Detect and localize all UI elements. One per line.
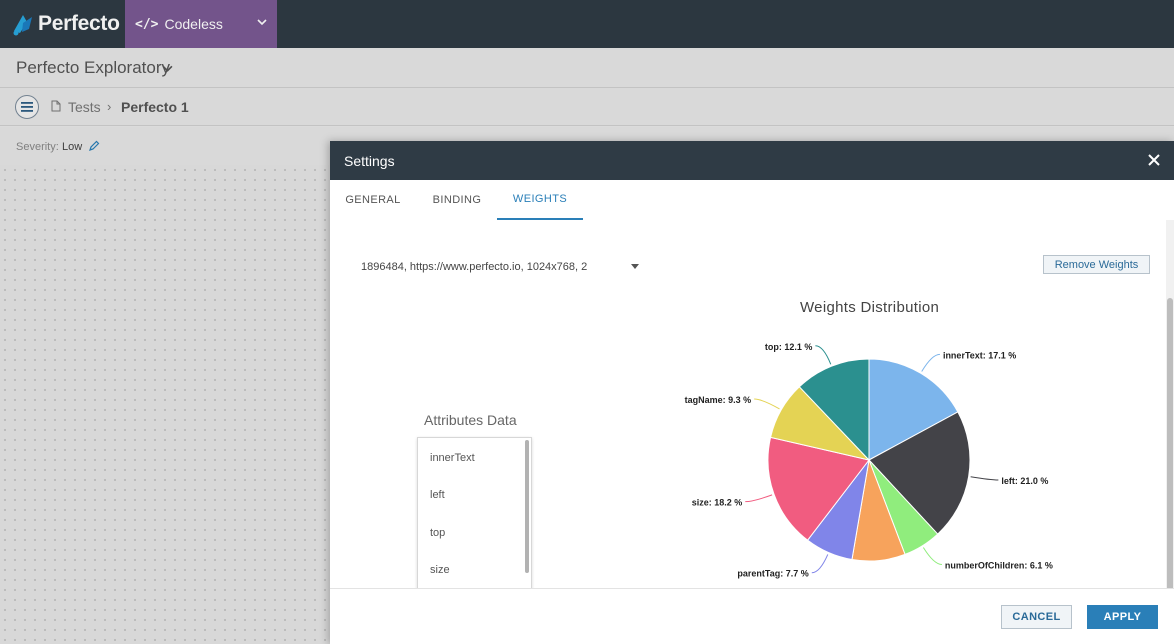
pie-connector [921, 353, 940, 372]
apply-button[interactable]: APPLY [1087, 605, 1158, 629]
pie-data-label: tagName: 9.3 % [685, 395, 752, 405]
pie-data-label: numberOfChildren: 6.1 % [945, 560, 1053, 570]
pie-data-label: top: 12.1 % [765, 342, 813, 352]
attributes-title: Attributes Data [424, 412, 517, 428]
pie-data-label: left: 21.0 % [1001, 476, 1048, 486]
pie-data-label: innerText: 17.1 % [943, 350, 1016, 360]
pie-connector [922, 547, 942, 565]
breadcrumb: Tests › Perfecto 1 [0, 88, 1174, 126]
code-icon: </> [135, 16, 159, 32]
pencil-icon[interactable] [88, 140, 100, 152]
breadcrumb-current: Perfecto 1 [121, 99, 189, 115]
close-icon[interactable] [1146, 152, 1162, 168]
perfecto-logo[interactable]: Perfecto [10, 10, 120, 38]
perfecto-logo-icon [13, 15, 32, 36]
list-item[interactable]: left [430, 489, 445, 501]
pie-connector [811, 554, 829, 574]
pie-slice-size[interactable] [767, 436, 870, 541]
file-icon [51, 100, 61, 112]
tab-weights[interactable]: WEIGHTS [497, 180, 583, 220]
chart-title: Weights Distribution [800, 299, 940, 316]
dialog-title: Settings [344, 153, 395, 169]
severity-label: Severity: [16, 141, 59, 153]
attributes-list[interactable]: innerText left top size tagName [417, 437, 532, 588]
pie-connector [745, 494, 773, 503]
weights-panel: 1896484, https://www.perfecto.io, 1024x7… [330, 220, 1174, 588]
tab-binding[interactable]: BINDING [432, 194, 482, 206]
hamburger-icon [21, 102, 33, 112]
pie-slice-innerText[interactable] [868, 358, 959, 461]
project-bar: Perfecto Exploratory [0, 48, 1174, 88]
project-selector[interactable]: Perfecto Exploratory [16, 58, 171, 77]
dialog-scrollbar-track[interactable] [1166, 220, 1174, 623]
chevron-down-icon[interactable] [162, 63, 173, 74]
codeless-mode-dropdown[interactable]: </> Codeless [125, 0, 277, 48]
logo-text: Perfecto [38, 12, 120, 35]
weights-pie-chart: innerText: 17.1 % left: 21.0 % numberOfChi… [685, 342, 1053, 579]
chevron-down-icon [257, 19, 267, 26]
recording-select[interactable]: 1896484, https://www.perfecto.io, 1024x7… [361, 256, 639, 278]
tab-general[interactable]: GENERAL [345, 194, 401, 206]
pie-data-label: size: 18.2 % [692, 498, 743, 508]
pie-connector [970, 476, 999, 481]
dialog-header: Settings [330, 141, 1174, 180]
list-item[interactable]: top [430, 527, 446, 539]
pie-connector [754, 398, 780, 410]
severity-value: Low [62, 141, 83, 153]
dialog-footer: CANCEL APPLY [330, 588, 1174, 644]
pie-slice-top[interactable] [798, 358, 870, 462]
pie-data-label: parentTag: 7.7 % [737, 569, 808, 579]
list-item[interactable]: size [430, 564, 450, 576]
chevron-right-icon: › [107, 99, 112, 114]
list-item[interactable]: innerText [430, 452, 475, 464]
recording-select-value: 1896484, https://www.perfecto.io, 1024x7… [361, 261, 588, 273]
menu-button[interactable] [15, 95, 39, 119]
caret-down-icon [631, 264, 639, 269]
pie-slice-left[interactable] [868, 411, 971, 535]
cancel-button[interactable]: CANCEL [1001, 605, 1072, 629]
settings-tabs: GENERAL BINDING WEIGHTS [330, 180, 1174, 220]
codeless-label: Codeless [164, 16, 223, 32]
remove-weights-button[interactable]: Remove Weights [1043, 255, 1150, 274]
breadcrumb-tests-link[interactable]: Tests [68, 99, 101, 115]
list-scrollbar[interactable] [525, 440, 529, 573]
settings-dialog: Settings GENERAL BINDING WEIGHTS 1896484… [330, 141, 1174, 644]
top-bar: Perfecto </> Codeless [0, 0, 1174, 48]
dialog-scrollbar-thumb[interactable] [1167, 298, 1173, 623]
pie-connector [815, 345, 832, 365]
